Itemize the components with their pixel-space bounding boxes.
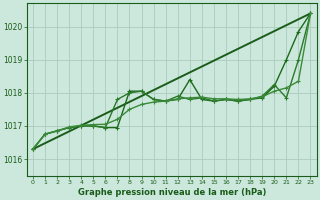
X-axis label: Graphe pression niveau de la mer (hPa): Graphe pression niveau de la mer (hPa)	[77, 188, 266, 197]
